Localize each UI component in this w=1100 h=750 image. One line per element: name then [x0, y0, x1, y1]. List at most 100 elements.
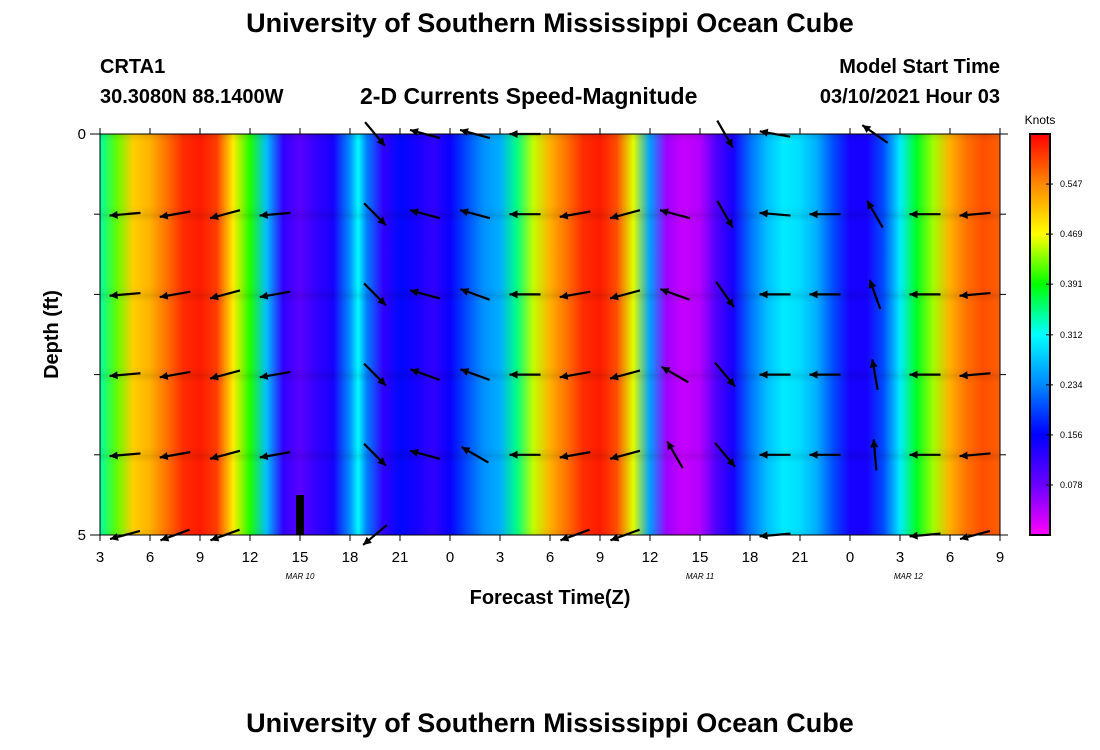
current-arrow [868, 279, 882, 310]
arrow-head [376, 137, 385, 146]
current-arrow [809, 290, 841, 299]
model-start-value: 03/10/2021 Hour 03 [819, 86, 1000, 108]
current-arrow [509, 450, 541, 459]
colorbar-unit: Knots [1025, 113, 1056, 127]
arrow-head [160, 533, 170, 542]
x-tick-label: 3 [896, 549, 904, 566]
arrow-head [509, 450, 518, 459]
arrow-head [259, 210, 268, 219]
arrow-head [959, 291, 968, 300]
bottom-marker-layer [296, 495, 304, 535]
current-arrow [259, 290, 291, 300]
arrow-head [610, 533, 620, 542]
arrow-head [210, 533, 220, 542]
current-arrow [759, 290, 791, 299]
arrow-head [660, 288, 670, 296]
current-arrow [909, 210, 941, 219]
current-arrow [209, 209, 241, 221]
current-arrow [660, 288, 690, 301]
current-arrow [259, 451, 291, 461]
current-arrow [809, 210, 841, 219]
current-arrow [109, 291, 141, 300]
current-arrow [869, 359, 879, 391]
arrow-head [509, 210, 518, 219]
current-arrow [609, 449, 641, 461]
current-arrow [409, 448, 441, 460]
current-arrow [363, 282, 387, 307]
current-arrow [209, 289, 241, 301]
arrow-head [909, 290, 918, 299]
current-arrow [666, 440, 684, 469]
current-arrow [714, 442, 736, 468]
current-arrow [159, 290, 191, 300]
arrow-head [725, 138, 733, 148]
arrow-head [377, 457, 386, 466]
arrow-head [159, 211, 169, 220]
current-arrow [715, 281, 735, 308]
current-arrow [159, 451, 191, 461]
arrow-head [559, 371, 569, 380]
depth-band [100, 134, 1000, 215]
arrow-head [560, 533, 570, 542]
currents-chart: 3 6 9 12 15 18 21 0 3 6 9 12 15 18 21 0 3 6 9 MAR 10 MAR 11 M… [41, 113, 1083, 609]
current-arrow [870, 439, 879, 471]
current-arrow [959, 371, 991, 380]
arrow-head [725, 218, 733, 228]
current-arrow [209, 449, 241, 461]
arrow-head [210, 372, 219, 381]
station-coordinates: 30.3080N 88.1400W [100, 86, 284, 108]
main-title: University of Southern Mississippi Ocean… [246, 8, 854, 38]
x-tick-label: 6 [146, 549, 154, 566]
current-arrow [459, 208, 491, 220]
x-tick-label: 21 [392, 549, 409, 566]
arrow-head [726, 457, 735, 467]
arrow-head [759, 209, 768, 218]
current-arrow [716, 200, 734, 229]
arrow-head [759, 128, 769, 137]
arrow-head [159, 452, 169, 461]
arrow-head [259, 291, 269, 300]
current-arrow [909, 370, 941, 379]
footer-title: University of Southern Mississippi Ocean… [246, 708, 854, 738]
arrow-head [410, 368, 420, 376]
colorbar-tick-label: 0.078 [1060, 480, 1083, 490]
y-axis-title: Depth (ft) [41, 290, 63, 379]
arrow-head [377, 296, 386, 306]
current-arrow [209, 369, 241, 381]
x-tick-label: 21 [792, 549, 809, 566]
colorbar-tick-label: 0.312 [1060, 330, 1083, 340]
arrow-head [759, 370, 768, 379]
arrow-head [159, 291, 169, 300]
current-arrow [759, 209, 791, 218]
arrow-head [909, 450, 918, 459]
current-arrow [909, 290, 941, 299]
current-arrow [509, 290, 541, 299]
current-arrow [363, 443, 387, 467]
colorbar-tick-label: 0.234 [1060, 380, 1083, 390]
current-arrow [460, 368, 490, 381]
arrow-head [909, 370, 918, 379]
current-arrow [661, 365, 689, 384]
x-tick-label: 9 [596, 549, 604, 566]
arrow-head [159, 371, 169, 380]
colorbar: Knots 0.078 0.156 0.234 0.312 0.391 0.469 0.547 [1025, 113, 1083, 536]
current-arrow [409, 288, 441, 300]
arrow-head [610, 452, 619, 461]
arrow-head [460, 368, 470, 376]
arrow-head [660, 208, 669, 217]
date-label: MAR 11 [686, 572, 714, 581]
colorbar-tick-label: 0.391 [1060, 279, 1083, 289]
arrow-head [410, 208, 419, 217]
y-tick-label: 5 [78, 527, 86, 544]
current-arrow [559, 370, 591, 380]
arrow-head [667, 441, 675, 451]
arrow-head [759, 531, 768, 540]
current-arrow [159, 370, 191, 380]
arrow-head [109, 371, 118, 380]
arrow-head [460, 288, 470, 296]
arrow-head [726, 298, 734, 308]
current-arrow [959, 291, 991, 300]
depth-band [100, 294, 1000, 375]
arrow-head [959, 371, 968, 380]
colorbar-tick-label: 0.156 [1060, 430, 1083, 440]
